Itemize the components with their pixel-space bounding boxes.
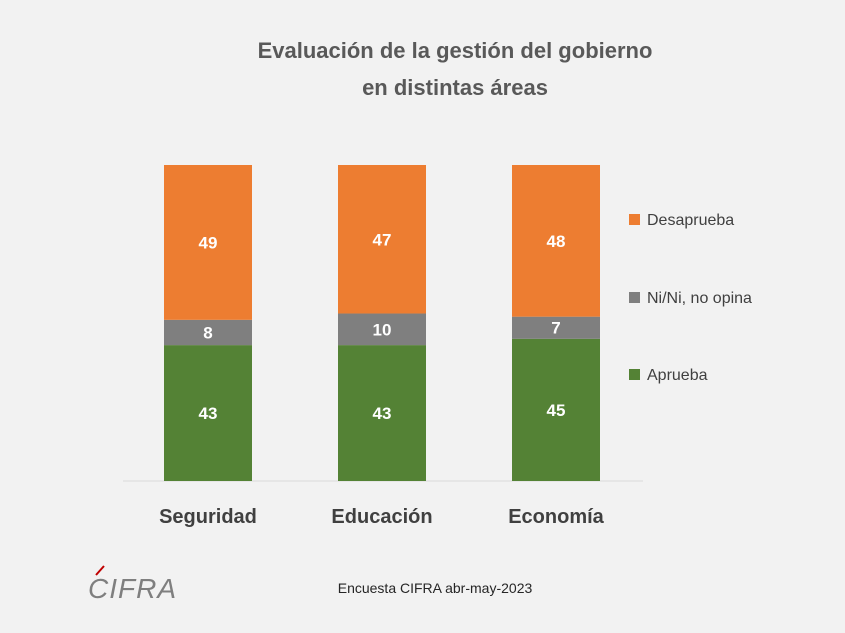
data-label: 8	[203, 323, 212, 342]
bar-seguridad-desaprueba	[164, 165, 252, 320]
legend-label: Aprueba	[647, 367, 708, 384]
legend-label: Ni/Ni, no opina	[647, 290, 752, 307]
bar-seguridad-ni-ni-no-opina	[164, 319, 252, 346]
bar-educacion-ni-ni-no-opina	[338, 313, 426, 346]
data-label: 43	[373, 404, 392, 423]
bar-educacion-desaprueba	[338, 165, 426, 314]
bar-economia-ni-ni-no-opina	[512, 316, 600, 339]
logo-accent-icon	[95, 565, 105, 576]
bar-economia-desaprueba	[512, 165, 600, 317]
legend-label: Desaprueba	[647, 212, 734, 229]
bar-educacion-aprueba	[338, 345, 426, 481]
cifra-logo: CIFRA	[88, 565, 177, 604]
category-label: Economía	[508, 506, 604, 528]
data-label: 48	[547, 232, 566, 251]
chart-title-line-1: Evaluación de la gestión del gobierno	[258, 38, 653, 63]
data-label: 49	[199, 233, 218, 252]
legend-swatch	[629, 369, 640, 380]
category-label: Seguridad	[159, 506, 257, 528]
legend-swatch	[629, 214, 640, 225]
bar-seguridad-aprueba	[164, 345, 252, 481]
data-label: 7	[551, 319, 560, 338]
data-label: 45	[547, 401, 566, 420]
cifra-logo-text: CIFRA	[88, 573, 177, 604]
data-label: 47	[373, 230, 392, 249]
chart-title: Evaluación de la gestión del gobierno en…	[258, 38, 653, 100]
bars-group: 43 8 49 43 10 47 45 7 48	[164, 165, 600, 481]
category-labels: Seguridad Educación Economía	[159, 506, 605, 528]
legend-swatch	[629, 292, 640, 303]
bar-economia-aprueba	[512, 338, 600, 481]
chart-title-line-2: en distintas áreas	[362, 75, 548, 100]
category-label: Educación	[331, 506, 432, 528]
source-note: Encuesta CIFRA abr-may-2023	[338, 580, 533, 596]
data-label: 43	[199, 404, 218, 423]
legend: Desaprueba Ni/Ni, no opina Aprueba	[629, 212, 752, 384]
data-label: 10	[373, 320, 392, 339]
